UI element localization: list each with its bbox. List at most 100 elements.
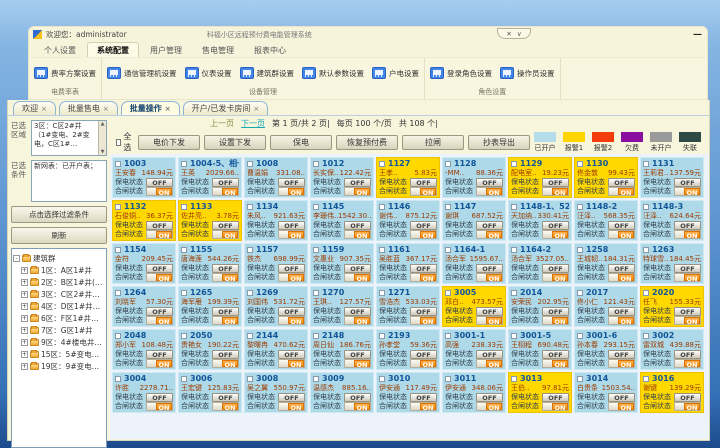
room-card[interactable]: 1270 王琪.. 127.57元 保电状态 OFF — [310, 286, 374, 327]
switch-on-button[interactable]: ON — [486, 316, 502, 326]
room-checkbox[interactable] — [511, 160, 517, 167]
select-all-checkbox[interactable] — [116, 138, 122, 146]
room-card[interactable]: 1008 曹温娟 331.08.. 保电状态 OFF — [244, 157, 308, 198]
room-checkbox[interactable] — [181, 160, 187, 167]
room-checkbox[interactable] — [115, 203, 121, 210]
switch-on-button[interactable]: ON — [552, 359, 568, 369]
switch-on-button[interactable]: ON — [420, 359, 436, 369]
scroll-up-icon[interactable]: ▲ — [100, 121, 105, 127]
room-checkbox[interactable] — [247, 246, 253, 253]
room-card[interactable]: 2144 黎曙冉 470.62元 保电状态 OFF — [244, 329, 308, 370]
tree-item[interactable]: + 19区：9#变电站（2#… — [21, 362, 105, 371]
power-protect-off-button[interactable]: OFF — [476, 306, 503, 316]
power-protect-off-button[interactable]: OFF — [146, 392, 173, 402]
document-tab[interactable]: 批量售电 × — [58, 101, 118, 115]
room-card[interactable]: 1148-1、522 天加纳.. 330.41元 保电状态 OFF — [508, 200, 572, 241]
power-protect-off-button[interactable]: OFF — [410, 306, 437, 316]
room-checkbox[interactable] — [511, 375, 517, 382]
switch-on-button[interactable]: ON — [486, 187, 502, 197]
collapse-icon[interactable]: - — [13, 255, 20, 262]
power-protect-off-button[interactable]: OFF — [542, 306, 569, 316]
batch-action-button[interactable]: 恢复预付费 — [336, 134, 398, 150]
room-card[interactable]: 3009 温感杰 885.16.. 保电状态 OFF — [310, 372, 374, 413]
switch-on-button[interactable]: ON — [486, 402, 502, 412]
tree-item[interactable]: + 1区：A区1#井 — [21, 266, 92, 275]
switch-on-button[interactable]: ON — [156, 230, 172, 240]
tab-close-icon[interactable]: × — [41, 104, 47, 113]
power-protect-off-button[interactable]: OFF — [608, 177, 635, 187]
switch-on-button[interactable]: ON — [420, 402, 436, 412]
tree-item[interactable]: + 15区：5#变电站（3#变… — [21, 350, 105, 359]
power-protect-off-button[interactable]: OFF — [542, 220, 569, 230]
switch-on-button[interactable]: ON — [288, 402, 304, 412]
room-card[interactable]: 1271 雪浩杰 533.03元 保电状态 OFF — [376, 286, 440, 327]
room-card[interactable]: 1012 长实保.. 122.42元 保电状态 OFF — [310, 157, 374, 198]
expand-icon[interactable]: + — [21, 315, 28, 322]
power-protect-off-button[interactable]: OFF — [674, 220, 701, 230]
switch-on-button[interactable]: ON — [288, 359, 304, 369]
switch-on-button[interactable]: ON — [420, 187, 436, 197]
power-protect-off-button[interactable]: OFF — [476, 263, 503, 273]
room-card[interactable]: 3004 许胜 2278.71.. 保电状态 OFF — [112, 372, 176, 413]
tab-close-icon[interactable]: × — [253, 104, 260, 113]
power-protect-off-button[interactable]: OFF — [410, 263, 437, 273]
room-checkbox[interactable] — [115, 160, 121, 167]
switch-on-button[interactable]: ON — [684, 316, 700, 326]
room-checkbox[interactable] — [379, 375, 385, 382]
switch-on-button[interactable]: ON — [618, 402, 634, 412]
switch-on-button[interactable]: ON — [156, 187, 172, 197]
power-protect-off-button[interactable]: OFF — [542, 263, 569, 273]
room-checkbox[interactable] — [577, 246, 583, 253]
power-protect-off-button[interactable]: OFF — [608, 306, 635, 316]
room-card[interactable]: 1147 谢琪 687.52元 保电状态 OFF — [442, 200, 506, 241]
tree-root[interactable]: - 建筑群 — [13, 253, 105, 264]
switch-on-button[interactable]: ON — [552, 402, 568, 412]
menu-tab[interactable]: 用户管理 — [150, 46, 182, 55]
switch-on-button[interactable]: ON — [222, 230, 238, 240]
switch-on-button[interactable]: ON — [354, 316, 370, 326]
room-checkbox[interactable] — [247, 289, 253, 296]
selected-condition-box[interactable]: 新网表：已开户表； — [31, 160, 107, 202]
room-card[interactable]: 1003 王安春 148.94元 保电状态 OFF — [112, 157, 176, 198]
room-card[interactable]: 1133 佐井亮.. 3.78元 保电状态 OFF — [178, 200, 242, 241]
power-protect-off-button[interactable]: OFF — [608, 220, 635, 230]
room-card[interactable]: 1128 -MM.. 88.36元 保电状态 OFF — [442, 157, 506, 198]
power-protect-off-button[interactable]: OFF — [674, 392, 701, 402]
room-checkbox[interactable] — [445, 332, 451, 339]
room-card[interactable]: 1264 刘晓军 57.30元 保电状态 OFF — [112, 286, 176, 327]
room-checkbox[interactable] — [247, 160, 253, 167]
batch-action-button[interactable]: 拉闸 — [402, 134, 464, 150]
room-card[interactable]: 3001-5 王栩程 690.48元 保电状态 OFF — [508, 329, 572, 370]
tab-close-icon[interactable]: × — [164, 104, 171, 113]
switch-on-button[interactable]: ON — [354, 230, 370, 240]
switch-on-button[interactable]: ON — [354, 359, 370, 369]
select-all[interactable]: 全选 — [116, 131, 134, 153]
switch-on-button[interactable]: ON — [222, 273, 238, 283]
next-page-link[interactable]: 下一页 — [241, 118, 265, 128]
power-protect-off-button[interactable]: OFF — [344, 349, 371, 359]
switch-on-button[interactable]: ON — [618, 273, 634, 283]
power-protect-off-button[interactable]: OFF — [608, 349, 635, 359]
room-checkbox[interactable] — [115, 332, 121, 339]
switch-on-button[interactable]: ON — [288, 187, 304, 197]
expand-icon[interactable]: + — [21, 327, 28, 334]
switch-on-button[interactable]: ON — [156, 359, 172, 369]
refresh-button[interactable]: 刷新 — [11, 227, 107, 244]
close-icon[interactable]: ✕ — [506, 29, 512, 38]
power-protect-off-button[interactable]: OFF — [674, 306, 701, 316]
switch-on-button[interactable]: ON — [552, 316, 568, 326]
room-card[interactable]: 2193 孙孝堂 59.36元 保电状态 OFF — [376, 329, 440, 370]
power-protect-off-button[interactable]: OFF — [146, 306, 173, 316]
ribbon-button[interactable]: 户电设置 — [370, 66, 421, 80]
room-checkbox[interactable] — [181, 332, 187, 339]
room-card[interactable]: 1127 王孝.. 5.83元 保电状态 OFF — [376, 157, 440, 198]
power-protect-off-button[interactable]: OFF — [608, 263, 635, 273]
room-checkbox[interactable] — [181, 203, 187, 210]
tree-item[interactable]: + 6区：F区1#井（F区1#… — [21, 314, 105, 323]
switch-on-button[interactable]: ON — [222, 316, 238, 326]
room-card[interactable]: 3008 吴之翼 550.97元 保电状态 OFF — [244, 372, 308, 413]
ribbon-button[interactable]: 仪表设置 — [183, 66, 234, 80]
menu-tab[interactable]: 报表中心 — [254, 46, 286, 55]
document-tab[interactable]: 开户/已发卡房间 × — [182, 101, 269, 115]
room-card[interactable]: 3010 伊安通 117.49元 保电状态 OFF — [376, 372, 440, 413]
